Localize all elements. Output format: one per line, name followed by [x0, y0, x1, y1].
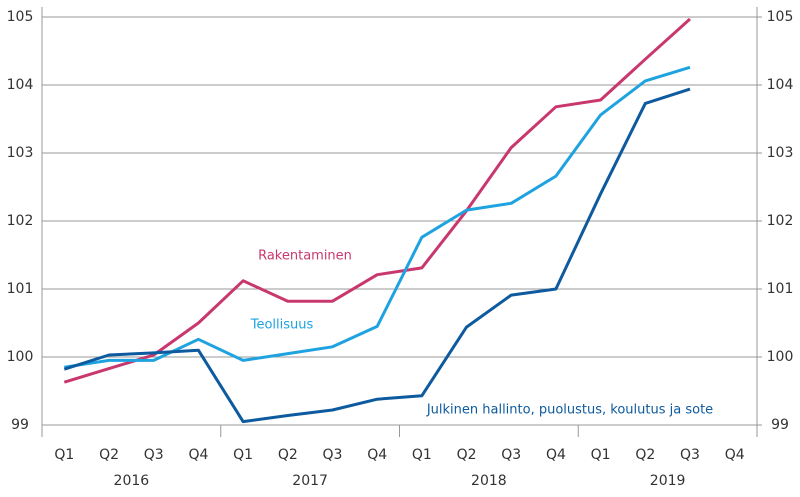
y2-tick-label: 103	[767, 145, 794, 161]
y2-tick-label: 102	[767, 213, 794, 229]
series-label: Teollisuus	[250, 318, 314, 333]
x-tick-label: Q1	[412, 447, 432, 463]
x-tick-label: Q2	[457, 447, 477, 463]
x-tick-label: Q3	[680, 447, 700, 463]
y2-tick-label: 99	[771, 417, 789, 433]
y-tick-label: 99	[11, 417, 29, 433]
x-tick-label: Q1	[591, 447, 611, 463]
y-tick-label: 105	[7, 9, 34, 25]
y2-tick-label: 101	[767, 281, 794, 297]
series-line	[64, 65, 691, 369]
y2-tick-label: 100	[767, 349, 794, 365]
x-tick-label: Q4	[188, 447, 208, 463]
y-tick-label: 103	[7, 145, 34, 161]
series-line	[63, 17, 692, 384]
y-tick-label: 100	[7, 349, 34, 365]
x-tick-label: Q3	[323, 447, 343, 463]
year-label: 2019	[650, 473, 686, 489]
y2-tick-label: 105	[767, 9, 794, 25]
x-tick-label: Q1	[54, 447, 74, 463]
x-tick-label: Q2	[635, 447, 655, 463]
year-label: 2018	[471, 473, 507, 489]
y2-tick-label: 104	[767, 77, 794, 93]
y-tick-label: 101	[7, 281, 34, 297]
x-tick-label: Q3	[501, 447, 521, 463]
x-tick-label: Q3	[144, 447, 164, 463]
series-line	[63, 87, 691, 424]
y-tick-label: 104	[7, 77, 34, 93]
x-tick-label: Q2	[99, 447, 119, 463]
year-label: 2016	[114, 473, 150, 489]
x-tick-label: Q2	[278, 447, 298, 463]
series-label: Julkinen hallinto, puolustus, koulutus j…	[426, 403, 713, 418]
series-label: Rakentaminen	[258, 249, 352, 264]
year-label: 2017	[292, 473, 328, 489]
x-tick-label: Q4	[367, 447, 387, 463]
x-tick-label: Q4	[546, 447, 566, 463]
y-tick-label: 102	[7, 213, 34, 229]
x-tick-label: Q1	[233, 447, 253, 463]
x-tick-label: Q4	[725, 447, 745, 463]
